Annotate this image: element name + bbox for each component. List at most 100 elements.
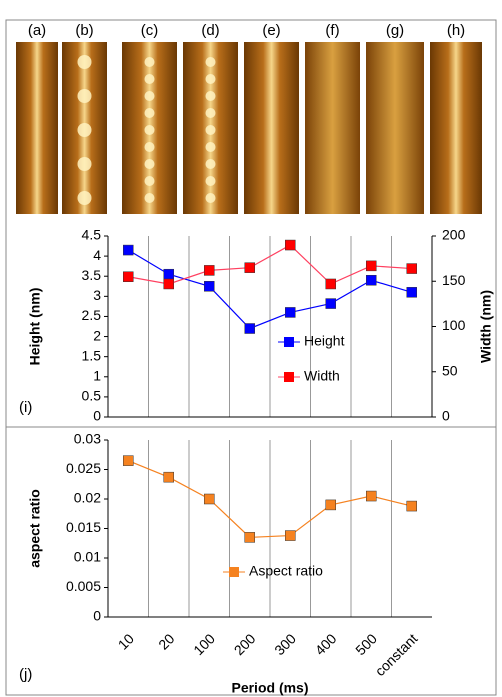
x-tick-label: 300	[271, 630, 299, 658]
afm-image	[244, 42, 299, 214]
afm-dot	[205, 91, 216, 101]
legend-marker	[284, 337, 294, 347]
series-line	[127, 249, 412, 330]
panel-label: (g)	[386, 22, 404, 39]
y2-tick-label: 200	[442, 227, 466, 243]
y-tick-label: 0.015	[66, 519, 101, 535]
afm-image	[430, 42, 482, 214]
x-tick-label: 500	[352, 630, 380, 658]
x-tick-label: 100	[190, 630, 218, 658]
marker	[325, 278, 336, 290]
afm-dot	[205, 176, 216, 186]
marker	[204, 493, 215, 505]
marker	[406, 287, 417, 298]
marker	[204, 265, 215, 276]
afm-dot	[144, 142, 155, 152]
y-tick-label: 1	[93, 367, 101, 383]
afm-dot	[144, 108, 155, 118]
y-tick-label: 0.01	[74, 549, 101, 565]
y2-tick-label: 0	[442, 408, 450, 424]
legend-marker	[284, 372, 294, 382]
marker	[325, 298, 336, 309]
afm-dot	[144, 176, 155, 186]
afm-dot	[205, 159, 216, 169]
marker	[244, 262, 255, 273]
afm-dot	[205, 57, 216, 67]
afm-dot	[77, 191, 92, 205]
afm-dot	[144, 125, 155, 135]
legend-label: Aspect ratio	[249, 563, 323, 579]
panel-label: (j)	[19, 666, 32, 683]
y-tick-label: 4.5	[82, 227, 102, 243]
afm-dot	[205, 74, 216, 84]
y-axis-title: Height (nm)	[27, 288, 43, 366]
figure-frame	[5, 19, 497, 696]
marker	[366, 274, 377, 286]
y-tick-label: 3	[93, 287, 101, 303]
afm-dot	[205, 193, 216, 203]
x-axis-title: Period (ms)	[231, 680, 308, 696]
y2-axis-title: Width (nm)	[478, 290, 494, 363]
y-tick-label: 2.5	[82, 307, 102, 323]
marker	[406, 500, 417, 512]
afm-dot	[205, 125, 216, 135]
panel-label: (i)	[19, 399, 32, 416]
y-tick-label: 2	[93, 327, 101, 343]
panel-label: (b)	[75, 22, 93, 39]
afm-dot	[205, 142, 216, 152]
y-tick-label: 1.5	[82, 347, 102, 363]
afm-image	[305, 42, 360, 214]
marker	[366, 260, 377, 272]
legend-marker	[229, 567, 239, 577]
marker	[285, 307, 296, 318]
afm-dot	[77, 157, 92, 171]
marker	[406, 263, 417, 274]
afm-dot	[205, 108, 216, 118]
marker	[366, 490, 377, 502]
afm-dot	[144, 193, 155, 203]
y-tick-label: 0	[93, 408, 101, 424]
marker	[325, 499, 336, 511]
y-tick-label: 0	[93, 608, 101, 624]
y-tick-label: 0.005	[66, 578, 101, 594]
x-tick-label: constant	[372, 630, 421, 679]
y2-tick-label: 150	[442, 272, 466, 288]
afm-dot	[144, 74, 155, 84]
panel-label: (d)	[201, 22, 219, 39]
marker	[244, 532, 255, 543]
series-line	[128, 244, 412, 285]
y-tick-label: 4	[93, 247, 101, 263]
afm-dot	[77, 89, 92, 103]
legend-label: Width	[304, 368, 340, 384]
afm-dot	[144, 57, 155, 67]
marker	[285, 530, 296, 541]
y2-tick-label: 50	[442, 362, 458, 378]
y-tick-label: 0.025	[66, 460, 101, 476]
marker	[163, 278, 174, 290]
afm-dot	[144, 159, 155, 169]
afm-image	[16, 42, 58, 214]
y-axis-title: aspect ratio	[27, 489, 43, 568]
legend-label: Height	[304, 333, 345, 349]
panel-label: (a)	[28, 22, 46, 39]
panel-label: (h)	[447, 22, 465, 39]
afm-dot	[77, 123, 92, 137]
y-tick-label: 0.02	[74, 490, 101, 506]
afm-dot	[77, 55, 92, 69]
marker	[123, 271, 134, 282]
marker	[285, 239, 296, 251]
marker	[123, 244, 134, 256]
y-tick-label: 0.03	[74, 431, 101, 447]
x-tick-label: 200	[231, 630, 259, 658]
afm-dot	[144, 91, 155, 101]
marker	[244, 323, 255, 334]
marker	[163, 268, 174, 280]
panel-label: (c)	[141, 22, 159, 39]
image-strips	[16, 42, 482, 214]
x-tick-label: 400	[312, 630, 340, 658]
x-tick-label: 20	[155, 630, 177, 652]
afm-image	[366, 42, 424, 214]
marker	[123, 455, 134, 466]
